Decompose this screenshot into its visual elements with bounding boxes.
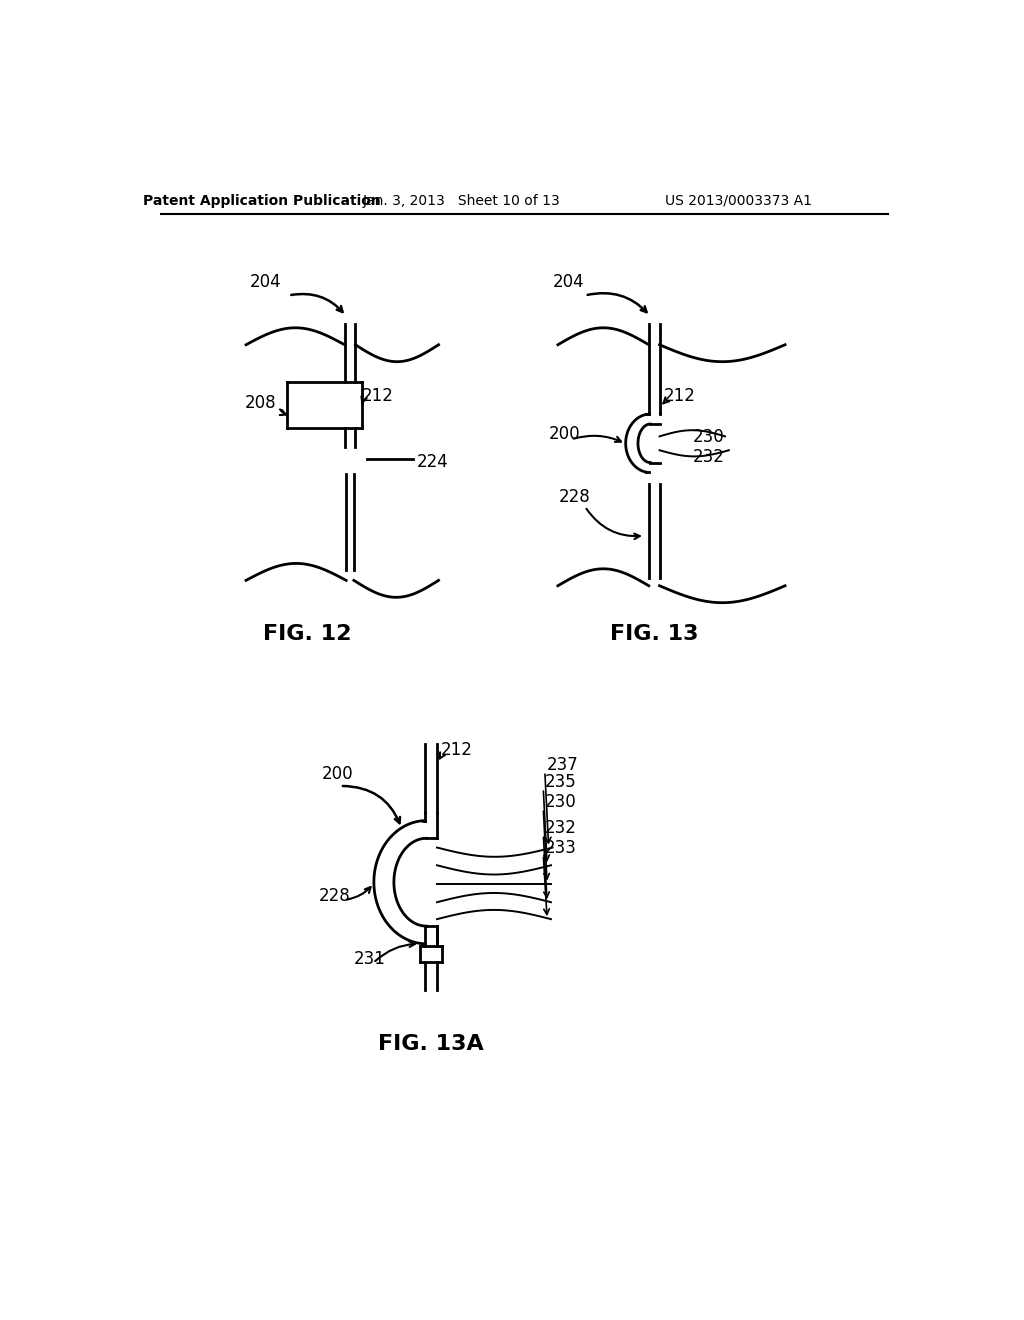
Text: 200: 200 [549,425,581,444]
Text: Jan. 3, 2013   Sheet 10 of 13: Jan. 3, 2013 Sheet 10 of 13 [362,194,560,207]
Text: 212: 212 [441,741,473,759]
Text: 235: 235 [545,774,577,791]
Text: 237: 237 [547,756,579,774]
Text: 212: 212 [665,387,696,404]
Text: 212: 212 [361,387,393,404]
Text: FIG. 13: FIG. 13 [610,624,698,644]
Text: 204: 204 [250,273,282,290]
Text: US 2013/0003373 A1: US 2013/0003373 A1 [666,194,812,207]
Text: 204: 204 [553,273,584,290]
Text: 228: 228 [559,488,591,506]
Text: 200: 200 [322,766,353,783]
Text: 224: 224 [417,453,449,471]
Text: 230: 230 [692,428,724,446]
Text: FIG. 13A: FIG. 13A [378,1034,483,1053]
Text: Patent Application Publication: Patent Application Publication [142,194,380,207]
Text: 228: 228 [319,887,351,906]
Text: 231: 231 [354,950,386,968]
Text: 232: 232 [692,449,725,466]
Text: 233: 233 [545,840,577,857]
Text: FIG. 12: FIG. 12 [263,624,352,644]
Text: 230: 230 [545,793,577,810]
Text: 232: 232 [545,820,577,837]
Text: 208: 208 [245,395,276,412]
